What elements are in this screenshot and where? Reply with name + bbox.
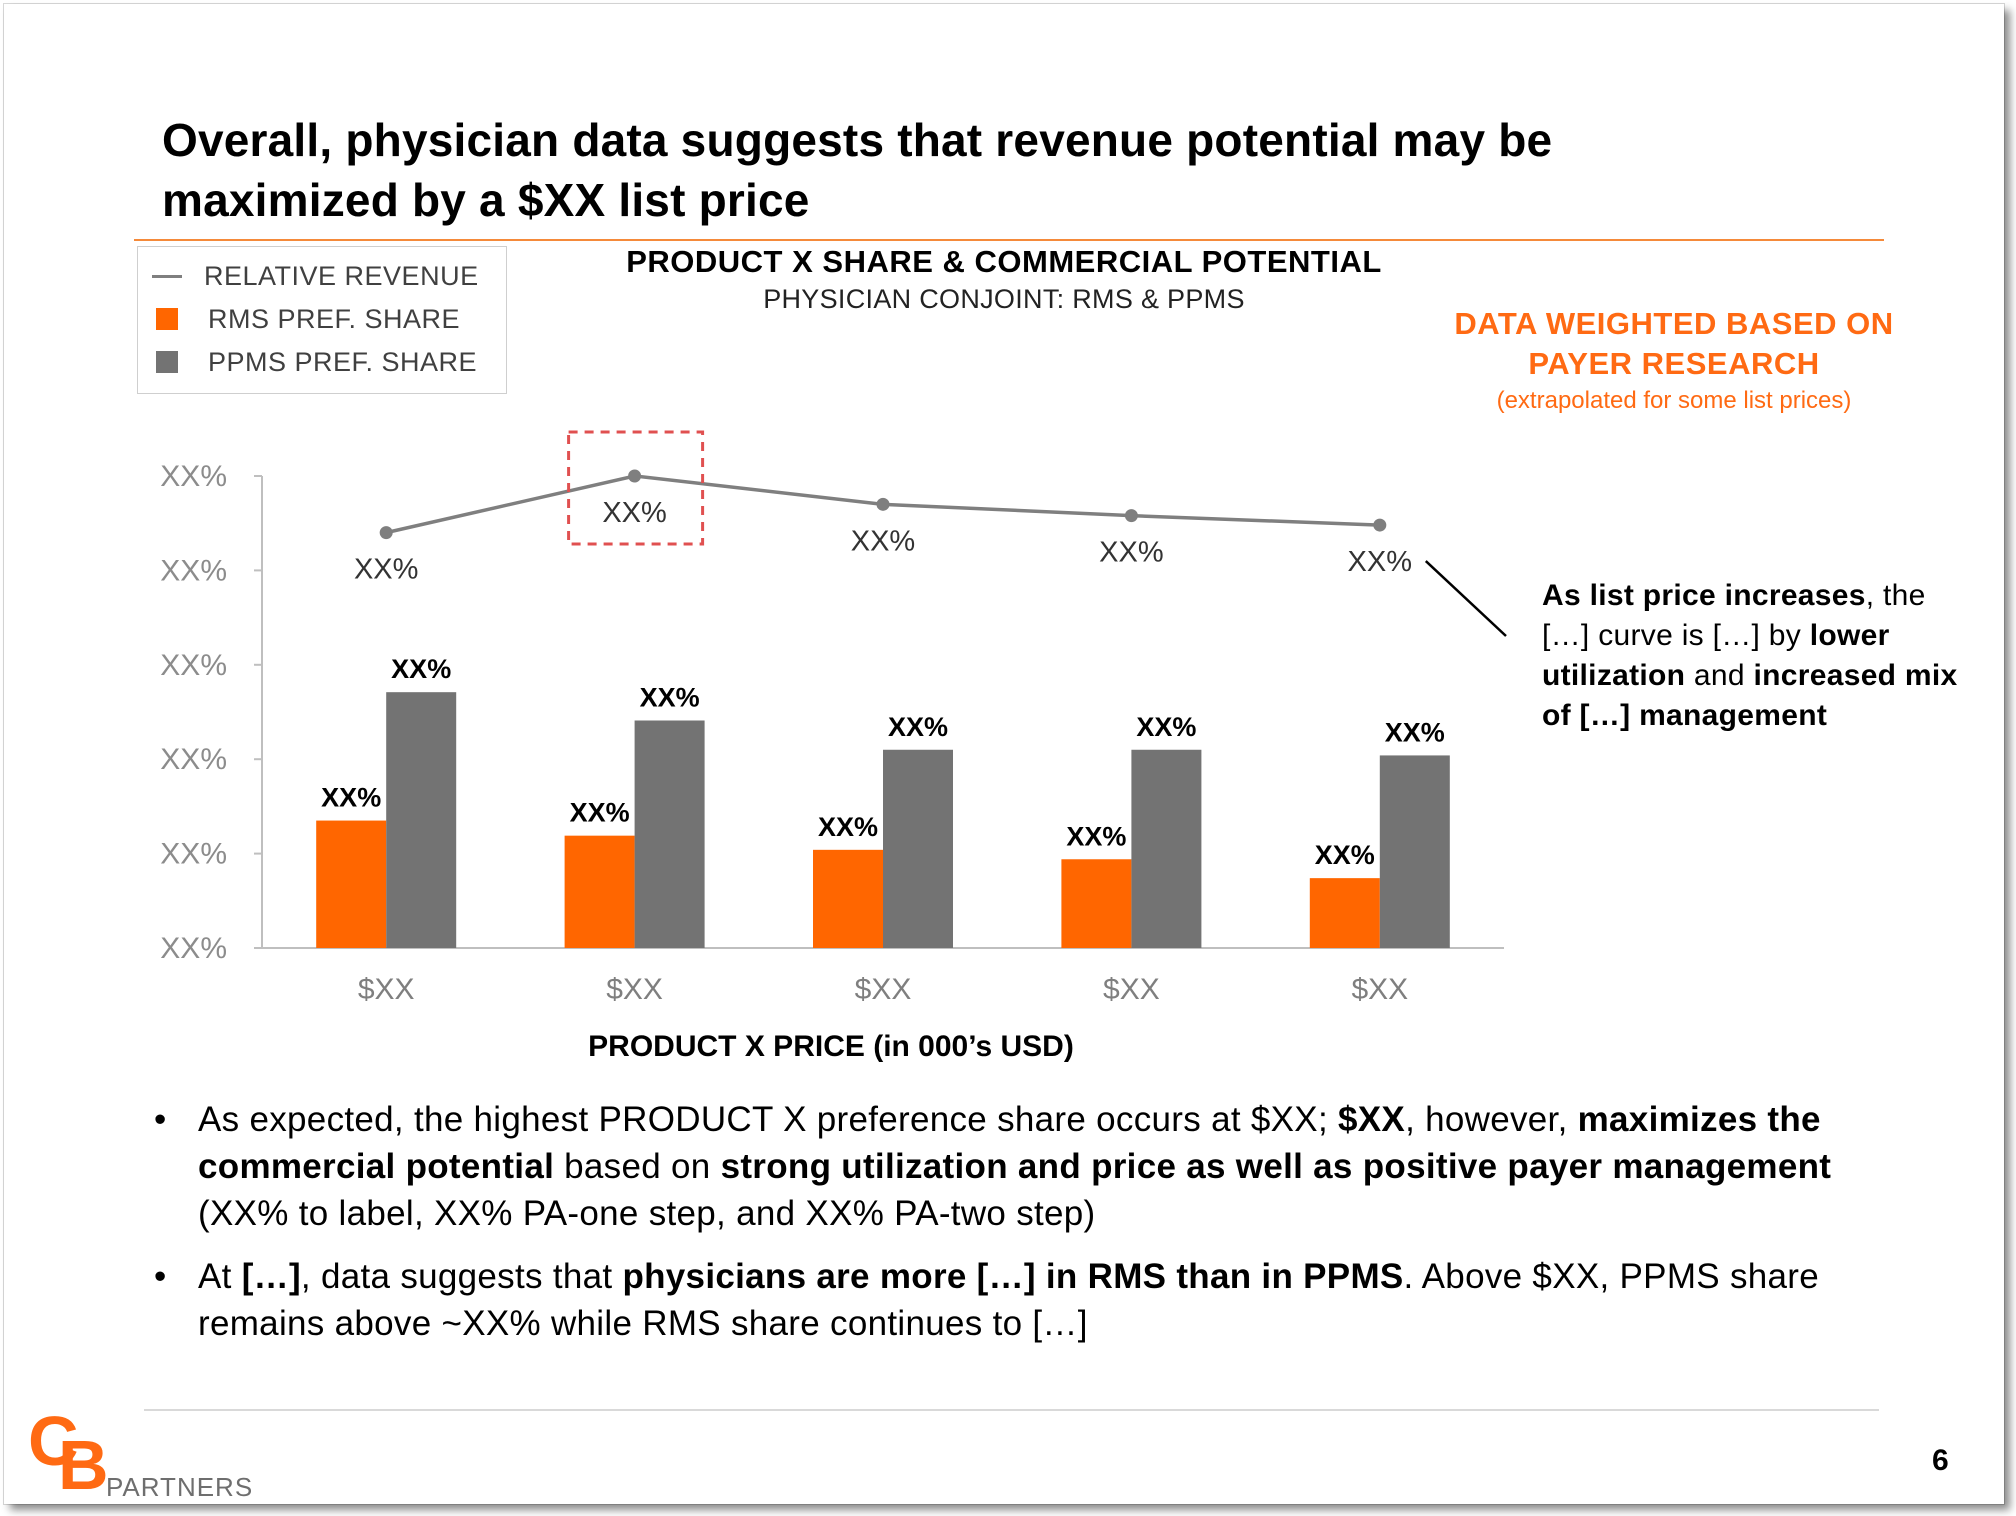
legend-swatch-line <box>152 274 182 278</box>
page-number: 6 <box>1932 1444 1949 1477</box>
text-run: $XX <box>1338 1100 1406 1139</box>
chart-title: PRODUCT X SHARE & COMMERCIAL POTENTIAL <box>626 244 1382 279</box>
highlight-box <box>567 430 705 546</box>
ppms-bar <box>634 720 705 948</box>
legend-swatch-ppms <box>156 351 178 373</box>
ppms-bar <box>386 692 457 948</box>
bar-line-chart: XX% XX% XX% XX% XX% XX% $XX $XX $XX $XX $XX PRODUCT… <box>160 430 1507 1063</box>
ppms-bar <box>883 749 953 948</box>
chart-subtitle: PHYSICIAN CONJOINT: RMS & PPMS <box>763 284 1245 314</box>
x-tick-label: $XX <box>1103 973 1160 1006</box>
data-weighted-note: DATA WEIGHTED BASED ON PAYER RESEARCH (e… <box>1384 304 1964 418</box>
ppms-bar <box>1379 755 1450 948</box>
note-line-2: PAYER RESEARCH <box>1528 346 1820 381</box>
text-run: maximizes the commercial potential <box>198 1100 1821 1186</box>
slide-title: Overall, physician data suggests that re… <box>162 114 1553 226</box>
text-run: lower utilization <box>1542 619 1890 692</box>
x-tick-label: $XX <box>606 973 663 1006</box>
relative-revenue-label: XX% <box>1348 546 1412 578</box>
bullet-dot: • <box>154 1100 167 1139</box>
text-run: At <box>198 1257 242 1296</box>
rms-bar-label: XX% <box>1066 821 1126 851</box>
text-run: strong utilization and price as well as … <box>720 1147 1832 1186</box>
text-run: As expected, the highest PRODUCT X prefe… <box>198 1100 1338 1139</box>
text-run: […] <box>241 1257 301 1296</box>
relative-revenue-point <box>876 497 890 511</box>
relative-revenue-point <box>379 526 393 540</box>
legend-item-relative-revenue: RELATIVE REVENUE <box>152 261 479 291</box>
y-tick-label: XX% <box>160 460 227 493</box>
ppms-bar-label: XX% <box>888 712 948 742</box>
rms-bar-label: XX% <box>1315 840 1375 870</box>
legend-label: PPMS PREF. SHARE <box>208 346 478 377</box>
legend-label: RELATIVE REVENUE <box>204 260 479 291</box>
callout-text: As list price increases, the […] curve i… <box>1542 576 1972 736</box>
rms-bar <box>1061 859 1132 948</box>
y-tick-label: XX% <box>160 743 227 776</box>
note-line-1: DATA WEIGHTED BASED ON <box>1454 306 1894 341</box>
rms-bar <box>813 849 883 948</box>
cb-partners-logo: C B PARTNERS <box>28 1406 288 1504</box>
ppms-bar-label: XX% <box>640 682 700 712</box>
text-run: As list price increases <box>1542 579 1866 612</box>
text-run: . Above $XX, PPMS share remains above ~X… <box>198 1257 1819 1343</box>
ppms-bar <box>1131 749 1202 948</box>
callout-connector <box>1424 560 1507 637</box>
bullet-list: • As expected, the highest PRODUCT X pref… <box>154 1096 1924 1363</box>
slide: Overall, physician data suggests that re… <box>4 4 2004 1504</box>
rms-bar <box>564 835 635 948</box>
logo-wordmark: PARTNERS <box>106 1472 254 1502</box>
x-tick-label: $XX <box>358 973 415 1006</box>
text-run: based on <box>554 1147 721 1186</box>
relative-revenue-label: XX% <box>354 554 418 586</box>
text-run: (XX% to label, XX% PA-one step, and XX% … <box>198 1194 1096 1233</box>
ppms-bar-label: XX% <box>1385 717 1445 747</box>
text-run: , however, <box>1405 1100 1578 1139</box>
y-tick-label: XX% <box>160 649 227 682</box>
rms-bar-label: XX% <box>321 783 381 813</box>
x-tick-label: $XX <box>1351 973 1408 1006</box>
rms-bar-label: XX% <box>818 812 878 842</box>
logo-letter-b: B <box>58 1426 109 1504</box>
legend-swatch-rms <box>156 308 178 330</box>
bullet-item: • As expected, the highest PRODUCT X pref… <box>154 1096 1924 1237</box>
ppms-bar-label: XX% <box>1136 712 1196 742</box>
legend-item-ppms: PPMS PREF. SHARE <box>152 347 477 377</box>
logo-letter-c: C <box>28 1402 79 1480</box>
y-tick-label: XX% <box>160 554 227 587</box>
y-tick-label: XX% <box>160 838 227 871</box>
text-run: physicians are more […] in RMS than in P… <box>622 1257 1404 1296</box>
bullet-dot: • <box>154 1257 167 1296</box>
legend-label: RMS PREF. SHARE <box>208 303 461 334</box>
relative-revenue-label: XX% <box>602 497 666 529</box>
relative-revenue-point <box>1124 509 1138 523</box>
relative-revenue-label: XX% <box>1099 537 1163 569</box>
text-run: , the […] curve is […] by <box>1542 579 1926 652</box>
text-run: , data suggests that <box>300 1257 623 1296</box>
text-run: increased mix of […] management <box>1542 659 1958 732</box>
note-line-3: (extrapolated for some list prices) <box>1496 387 1852 414</box>
relative-revenue-label: XX% <box>851 525 915 557</box>
rms-bar <box>1309 878 1380 948</box>
bullet-item: • At […], data suggests that physicians a… <box>154 1253 1924 1347</box>
title-divider <box>134 239 1884 241</box>
text-run: and <box>1685 659 1754 692</box>
rms-bar-label: XX% <box>570 798 630 828</box>
rms-bar <box>316 820 387 948</box>
relative-revenue-point <box>1373 518 1387 532</box>
x-tick-label: $XX <box>855 973 912 1006</box>
ppms-bar-label: XX% <box>391 654 451 684</box>
y-tick-label: XX% <box>160 932 227 965</box>
legend-item-rms: RMS PREF. SHARE <box>152 304 460 334</box>
relative-revenue-point <box>628 469 642 483</box>
chart-legend: RELATIVE REVENUE RMS PREF. SHARE PPMS PR… <box>137 246 507 394</box>
footer-divider <box>144 1409 1879 1411</box>
x-axis-title: PRODUCT X PRICE (in 000’s USD) <box>588 1030 1074 1063</box>
